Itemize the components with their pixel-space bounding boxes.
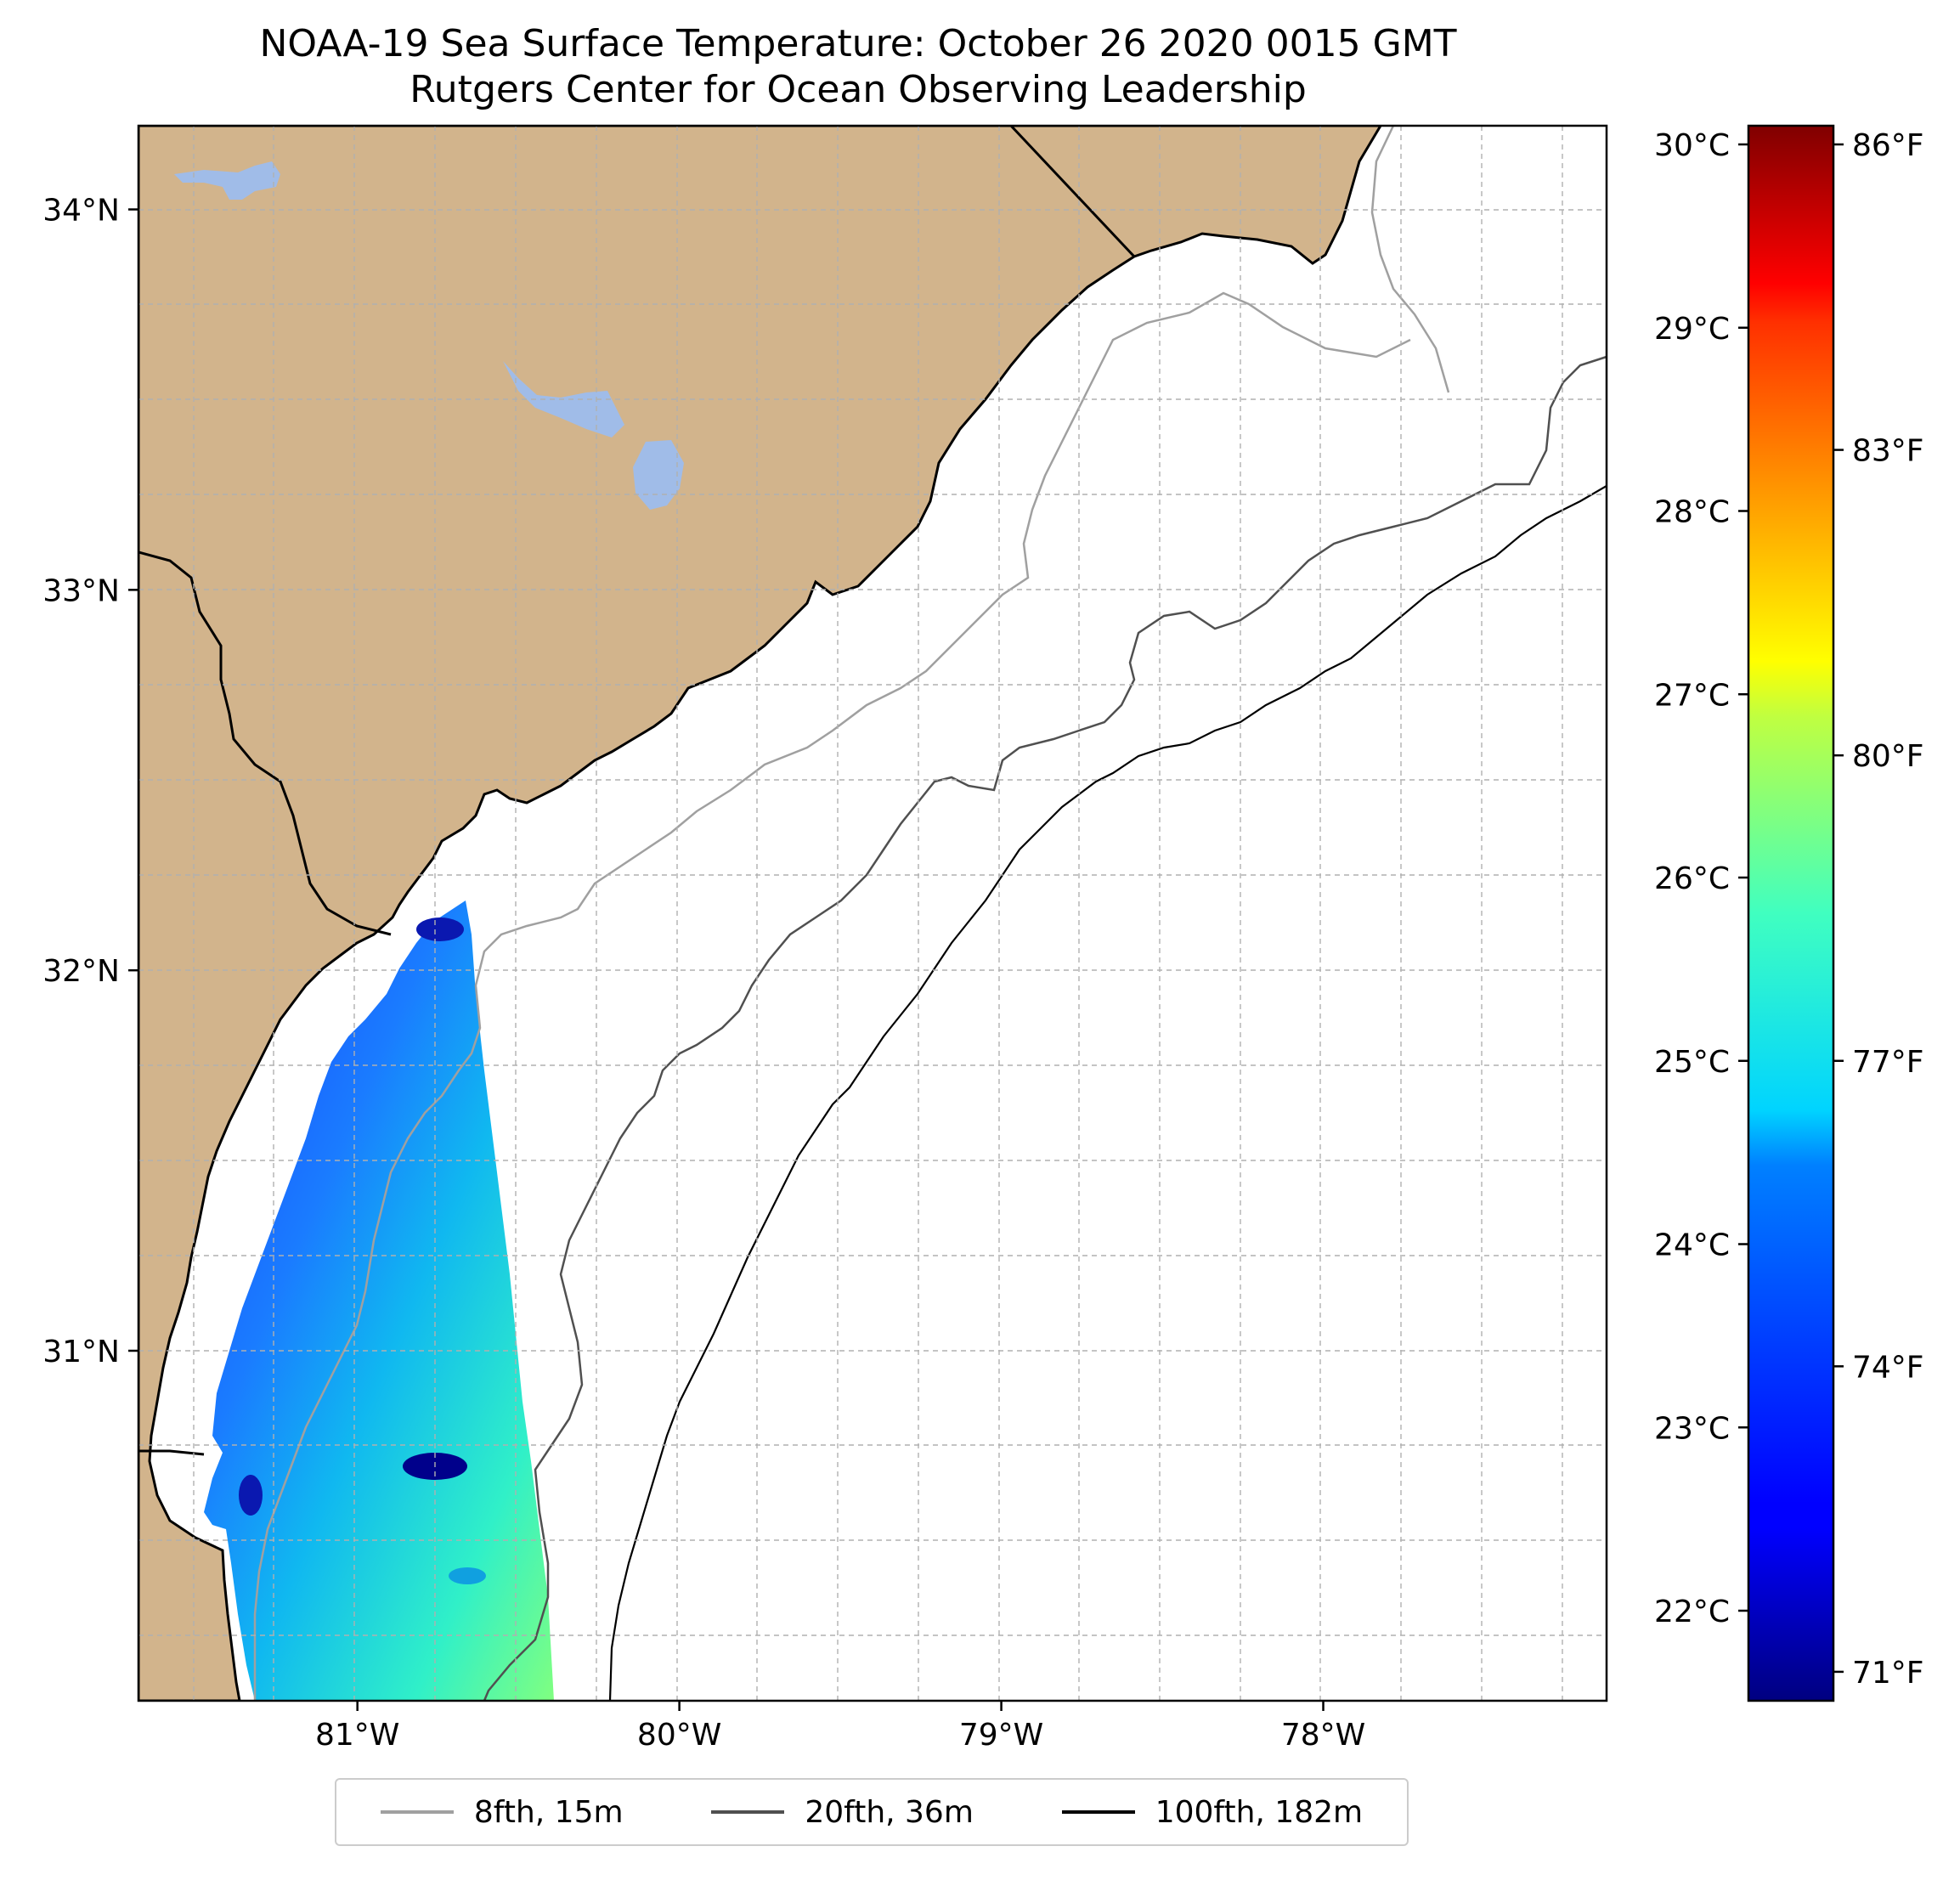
- legend-swatch: [380, 1810, 454, 1814]
- fahrenheit-tick-label: 77°F: [1852, 1045, 1924, 1080]
- celsius-tick-label: 28°C: [1654, 495, 1730, 530]
- legend-swatch: [1061, 1810, 1135, 1814]
- lat-tick-label: 33°N: [42, 573, 120, 608]
- chart-title: NOAA-19 Sea Surface Temperature: October…: [259, 22, 1457, 65]
- fahrenheit-tick-label: 83°F: [1852, 434, 1924, 469]
- fahrenheit-tick-label: 71°F: [1852, 1656, 1924, 1691]
- celsius-tick-label: 30°C: [1654, 128, 1730, 163]
- lake-inland: [174, 161, 280, 200]
- isobath-8fth: [253, 126, 1450, 1701]
- fahrenheit-tick-label: 80°F: [1852, 739, 1924, 774]
- celsius-tick-label: 27°C: [1654, 678, 1730, 713]
- map-frame: [137, 124, 1608, 1702]
- river-border: [138, 1449, 205, 1456]
- legend-label: 100fth, 182m: [1155, 1794, 1364, 1830]
- isobath-20fth: [483, 355, 1607, 1701]
- sst-swath: [204, 900, 554, 1701]
- lon-tick-label: 78°W: [1281, 1718, 1365, 1753]
- lake-moultrie: [633, 440, 684, 510]
- legend-label: 8fth, 15m: [473, 1794, 624, 1830]
- map-gridlines: [138, 126, 1607, 1701]
- cool-spot: [449, 1567, 486, 1584]
- legend-item-20fth: 20fth, 36m: [711, 1795, 974, 1830]
- celsius-tick-label: 22°C: [1654, 1595, 1730, 1629]
- isobath-100fth: [608, 485, 1607, 1701]
- fahrenheit-tick-label: 74°F: [1852, 1350, 1924, 1385]
- land: [138, 126, 1382, 1701]
- cold-spot: [239, 1475, 263, 1516]
- lon-tick-label: 81°W: [315, 1718, 399, 1753]
- lat-tick-label: 31°N: [42, 1335, 120, 1369]
- legend-item-8fth: 8fth, 15m: [380, 1794, 624, 1830]
- longitude-axis: 81°W 80°W 79°W 78°W: [315, 1701, 1365, 1753]
- colorbar: [1747, 124, 1835, 1702]
- lat-tick-label: 32°N: [42, 954, 120, 989]
- celsius-tick-label: 25°C: [1654, 1045, 1730, 1080]
- isobath-legend: 8fth, 15m 20fth, 36m 100fth, 182m: [335, 1778, 1409, 1846]
- cold-spot: [416, 917, 464, 941]
- state-border: [1009, 126, 1136, 258]
- lon-tick-label: 79°W: [959, 1718, 1043, 1753]
- celsius-tick-label: 26°C: [1654, 861, 1730, 896]
- lat-tick-label: 34°N: [42, 194, 120, 229]
- celsius-tick-label: 24°C: [1654, 1228, 1730, 1263]
- legend-item-100fth: 100fth, 182m: [1061, 1794, 1364, 1830]
- latitude-axis: 34°N 33°N 32°N 31°N: [42, 194, 138, 1369]
- celsius-tick-label: 29°C: [1654, 312, 1730, 347]
- colorbar-celsius-axis: 30°C 29°C 28°C 27°C 26°C 25°C 24°C 23°C 22°C: [1654, 128, 1748, 1629]
- chart-subtitle: Rutgers Center for Ocean Observing Leade…: [410, 68, 1307, 111]
- colorbar-fahrenheit-axis: 86°F 83°F 80°F 77°F 74°F 71°F: [1833, 128, 1924, 1691]
- lon-tick-label: 80°W: [637, 1718, 721, 1753]
- celsius-tick-label: 23°C: [1654, 1411, 1730, 1446]
- legend-swatch: [711, 1810, 785, 1814]
- river-border: [138, 550, 392, 936]
- fahrenheit-tick-label: 86°F: [1852, 128, 1924, 163]
- legend-label: 20fth, 36m: [805, 1794, 974, 1830]
